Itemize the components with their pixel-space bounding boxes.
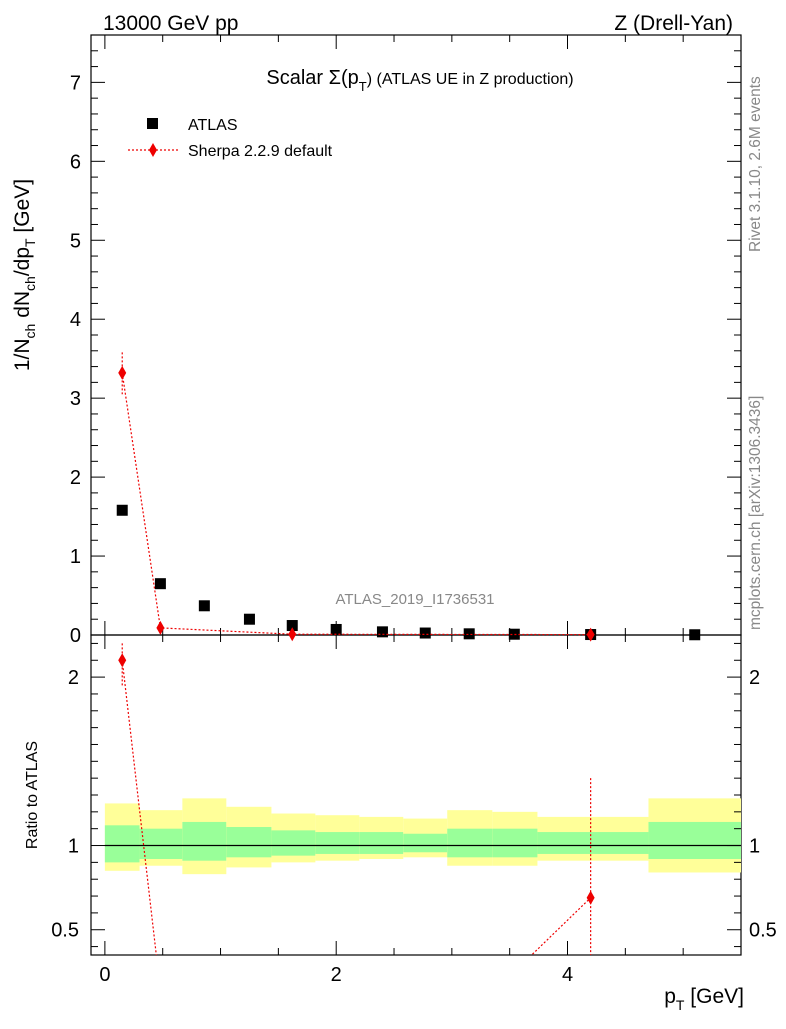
ratio-ytick-label-left-1: 1 [68,836,79,858]
ratio-xtick-label-0: 0 [99,964,110,986]
main-ytick-label-1: 1 [70,546,81,568]
ratio-ytick-label-right-2: 2 [749,667,760,689]
ratio-ytick-label-right-0.5: 0.5 [749,920,777,942]
x-axis-label: pT [GeV] [664,985,744,1013]
mcplots-label: mcplots.cern.ch [arXiv:1306.3436] [747,396,764,630]
legend-sherpa-label: Sherpa 2.2.9 default [188,143,333,160]
ratio-panel-marks [118,643,595,955]
header-process-label: Z (Drell-Yan) [614,12,733,35]
legend-sherpa-marker [149,143,157,157]
ratio-xtick-label-2: 2 [331,964,342,986]
band-inner-8 [447,828,493,858]
analysis-watermark: ATLAS_2019_I1736531 [335,591,494,608]
legend: ATLAS Sherpa 2.2.9 default [128,117,333,160]
ratio-sherpa-point-3 [586,890,595,905]
atlas-point-9 [508,628,520,640]
atlas-point-2 [198,600,210,612]
band-inner-5 [315,832,360,854]
band-inner-3 [226,827,272,858]
atlas-point-1 [154,578,166,590]
sherpa-point-0 [118,365,127,380]
header-energy-label: 13000 GeV pp [103,12,238,35]
ratio-panel-frame [90,634,742,956]
main-ytick-label-3: 3 [70,388,81,410]
main-ytick-label-4: 4 [70,309,81,331]
main-ytick-label-5: 5 [70,230,81,252]
rivet-version-label: Rivet 3.1.10, 2.6M events [747,76,764,252]
ratio-y-axis-label: Ratio to ATLAS [24,741,41,849]
atlas-point-4 [286,620,298,632]
sherpa-line [121,372,591,636]
band-inner-4 [271,830,316,856]
ratio-ytick-label-right-1: 1 [749,836,760,858]
sherpa-point-2 [288,627,297,642]
ratio-ytick-label-left-2: 2 [68,667,79,689]
atlas-point-8 [463,628,475,640]
atlas-point-7 [419,627,431,639]
main-ytick-label-7: 7 [70,72,81,94]
atlas-point-11 [689,629,701,641]
band-inner-6 [359,832,404,854]
band-inner-9 [492,828,538,858]
ratio-ytick-label-left-0.5: 0.5 [51,920,79,942]
band-inner-7 [403,833,448,853]
band-inner-11 [648,821,741,859]
sherpa-point-1 [156,620,165,635]
band-inner-10 [537,832,649,854]
atlas-point-0 [116,504,128,516]
main-panel-marks [116,352,701,642]
band-inner-0 [104,825,140,863]
atlas-point-5 [330,623,342,635]
main-ytick-label-0: 0 [70,625,81,647]
atlas-point-6 [376,626,388,638]
atlas-point-3 [243,613,255,625]
legend-atlas-label: ATLAS [188,117,238,134]
axis-ticks: 0 1 2 3 4 5 6 7 0 2 4 0.5 0.5 1 1 2 2 [51,34,777,986]
sherpa-point-3 [586,627,595,642]
ratio-sherpa-point-0 [118,653,127,668]
band-inner-2 [182,821,227,861]
ratio-xtick-label-4: 4 [562,964,573,986]
main-ytick-label-6: 6 [70,151,81,173]
ratio-uncertainty-bands [104,798,741,875]
plot-title: Scalar Σ(pT) (ATLAS UE in Z production) [266,67,573,94]
band-inner-1 [139,828,183,859]
legend-atlas-marker [147,118,158,129]
main-ytick-label-2: 2 [70,467,81,489]
main-y-axis-label: 1/Nch dNch/dpT [GeV] [11,179,38,371]
